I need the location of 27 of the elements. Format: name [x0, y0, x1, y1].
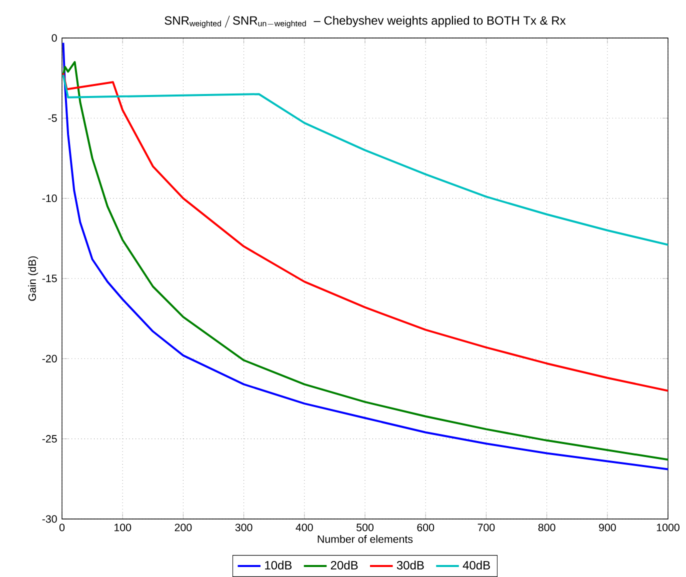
- legend-label: 30dB: [396, 560, 424, 570]
- x-tick-label: 1000: [656, 524, 680, 532]
- x-tick-label: 100: [114, 524, 132, 532]
- y-tick-label: -20: [42, 354, 57, 362]
- y-tick-label: -15: [42, 274, 57, 282]
- x-tick-label: 0: [59, 524, 65, 532]
- line-series: [62, 74, 668, 246]
- y-tick-label: -30: [42, 515, 57, 523]
- x-tick-label: 400: [296, 524, 313, 532]
- legend-label: 40dB: [462, 560, 490, 570]
- y-axis-title: Gain (dB): [28, 256, 38, 301]
- legend-label: 20dB: [330, 560, 358, 570]
- y-tick-label: -5: [48, 114, 57, 122]
- line-series: [62, 72, 668, 392]
- x-tick-label: 500: [356, 524, 374, 532]
- x-tick-label: 300: [235, 524, 252, 532]
- y-tick-label: -25: [42, 435, 57, 443]
- legend-label: 10dB: [265, 560, 292, 570]
- x-tick-label: 600: [417, 524, 434, 532]
- x-tick-label: 200: [174, 524, 192, 532]
- chart-title: $\mathrm{SNR}_{\mathrm{weighted}}\,/\,\mathrm{SNR}_{\mathrm{un-weighted}}\ \ \textrm{– Chebyshev weights applied to BOTH Tx \& Rx}$: [164, 16, 566, 28]
- x-tick-label: 800: [538, 524, 556, 532]
- x-axis-title: Number of elements: [318, 535, 413, 543]
- x-tick-label: 700: [478, 524, 495, 532]
- x-tick-label: 900: [599, 524, 616, 532]
- y-tick-label: -10: [42, 194, 57, 202]
- y-tick-label: 0: [52, 34, 57, 42]
